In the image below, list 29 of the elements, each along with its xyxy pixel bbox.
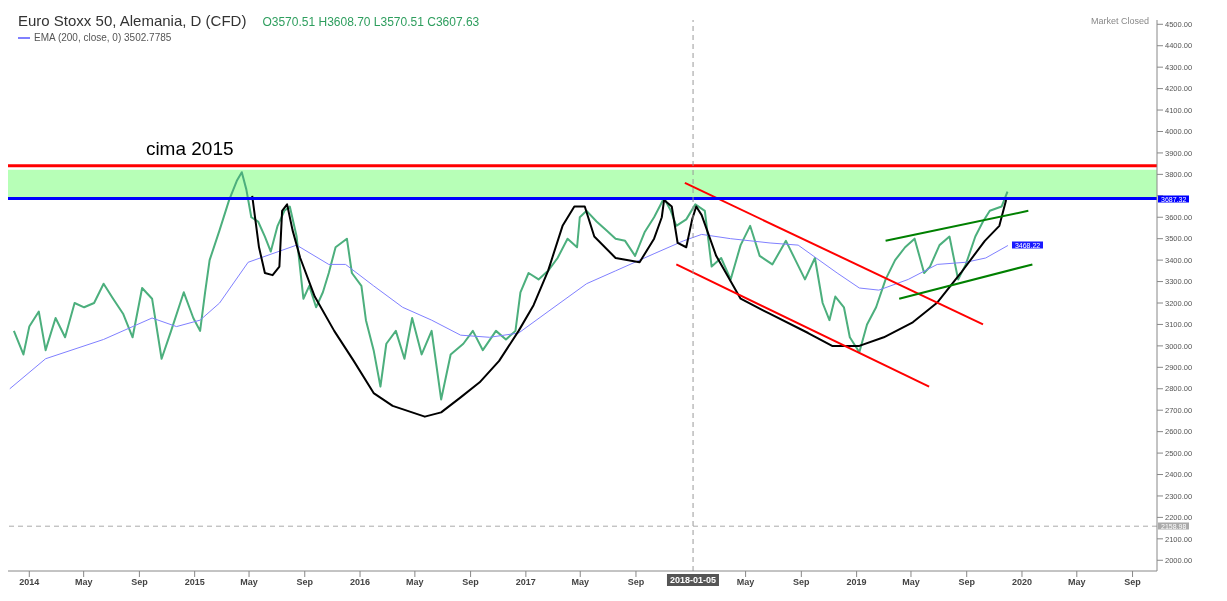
- legend-label: EMA (200, close, 0) 3502.7785: [34, 32, 172, 43]
- annotation: cima 2015: [145, 137, 234, 160]
- x-tick-label: Sep: [296, 577, 314, 588]
- chart-subtitle: O3570.51 H3608.70 L3570.51 C3607.63: [262, 15, 480, 29]
- chart-title: Euro Stoxx 50, Alemania, D (CFD): [18, 12, 247, 29]
- x-tick-label: May: [406, 577, 424, 588]
- x-tick-label: Sep: [793, 577, 811, 588]
- x-tick-label: Sep: [627, 577, 645, 588]
- x-tick-label: May: [736, 577, 755, 588]
- ref-line-label: 2018-01-05: [667, 574, 720, 586]
- x-tick-label: 2014: [19, 577, 40, 588]
- x-tick-label: Sep: [462, 577, 480, 588]
- x-tick-label: May: [902, 577, 920, 588]
- x-tick-label: 2017: [515, 577, 536, 588]
- x-tick-label: 2015: [184, 577, 205, 588]
- x-tick-label: 2019: [846, 577, 867, 588]
- x-tick-label: Sep: [131, 577, 149, 588]
- line-series: [9, 233, 1009, 390]
- line-series: [251, 194, 1008, 418]
- x-tick-label: May: [1068, 577, 1086, 588]
- x-tick-label: May: [240, 577, 258, 588]
- x-tick-label: 2020: [1011, 577, 1032, 588]
- x-tick-label: May: [571, 577, 589, 588]
- line-series: [12, 171, 1009, 401]
- x-tick-label: Sep: [958, 577, 976, 588]
- x-tick-label: 2016: [350, 577, 371, 588]
- x-tick-label: Sep: [1124, 577, 1142, 588]
- annotation: Market Closed: [1090, 16, 1149, 26]
- x-tick-label: May: [74, 577, 93, 588]
